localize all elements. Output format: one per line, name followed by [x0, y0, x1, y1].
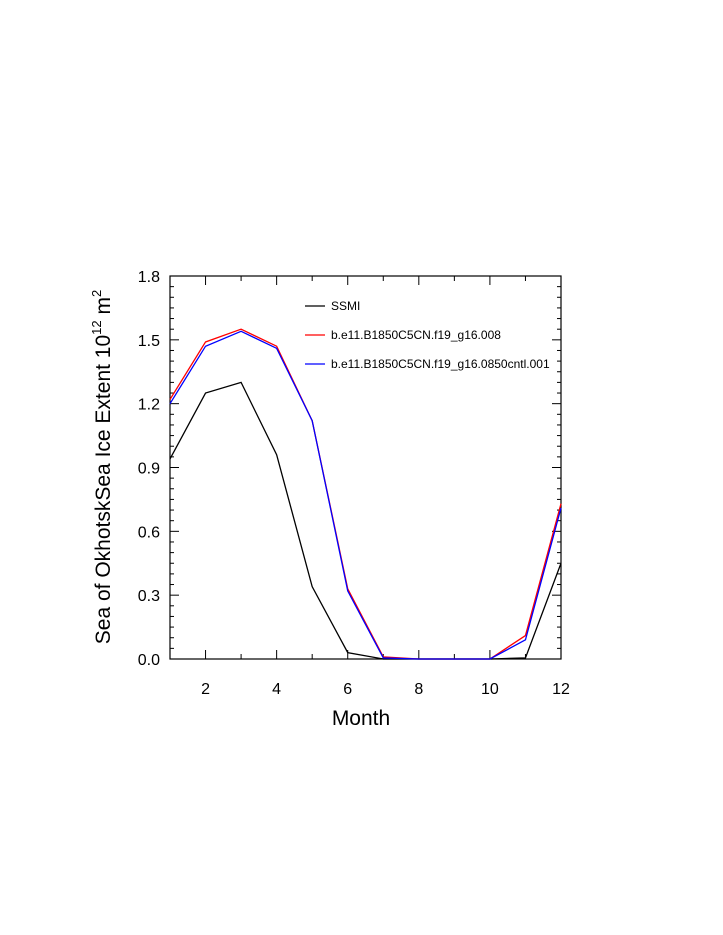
x-tick-label: 2 [201, 681, 210, 698]
series-line-2 [169, 328, 562, 660]
y-tick-label: 1.2 [138, 397, 160, 414]
x-tick-label: 8 [414, 681, 423, 698]
y-tick-label: 0.3 [138, 588, 160, 605]
y-tick-label: 1.8 [138, 269, 160, 286]
x-tick-label: 4 [272, 681, 281, 698]
x-tick-label: 10 [481, 681, 499, 698]
y-axis-title-main: Sea of OkhotskSea Ice Extent 10 [92, 335, 115, 644]
x-tick-label: 6 [343, 681, 352, 698]
axis-tick-labels: 2 4 6 8 10 12 0.0 0.3 0.6 0.9 1.2 1.5 1.8 [138, 269, 570, 698]
y-tick-label: 0.9 [138, 461, 160, 478]
y-axis-title-unit-exponent: 2 [89, 290, 104, 297]
series-lines [169, 328, 562, 660]
y-tick-label: 1.5 [138, 333, 160, 350]
y-axis-title-unit: m [92, 297, 115, 315]
axis-ticks [169, 275, 562, 660]
y-axis-title-exponent: 12 [89, 320, 104, 334]
legend: SSMI b.e11.B1850C5CN.f19_g16.008 b.e11.B18… [305, 299, 550, 371]
series-line-3 [169, 330, 562, 660]
x-axis-title: Month [332, 707, 390, 730]
legend-label: SSMI [331, 299, 360, 313]
x-tick-label: 12 [552, 681, 570, 698]
y-axis-title: Sea of OkhotskSea Ice Extent 1012 m2 [89, 290, 115, 644]
y-tick-label: 0.0 [138, 652, 160, 669]
legend-label: b.e11.B1850C5CN.f19_g16.008 [331, 328, 501, 342]
legend-label: b.e11.B1850C5CN.f19_g16.0850cntl.001 [331, 357, 550, 371]
y-tick-label: 0.6 [138, 524, 160, 541]
series-line-1 [169, 381, 562, 660]
